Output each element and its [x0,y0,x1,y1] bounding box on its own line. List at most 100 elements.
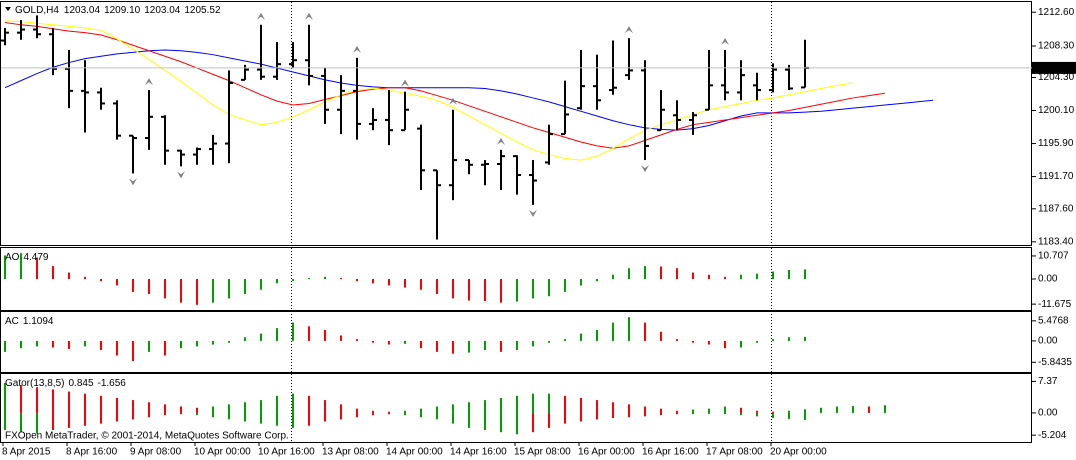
histogram-bar [772,271,774,279]
gator-bar [564,412,566,424]
gator-bar [772,411,774,413]
gator-bar [292,412,294,428]
histogram-bar [36,340,38,347]
y-tick-label: 1212.60 [1038,7,1075,18]
y-tick-label: -5.8435 [1038,357,1072,368]
gator-bar [660,408,662,413]
fractal-down [529,209,537,217]
x-tick-label: 10 Apr 00:00 [194,447,251,458]
x-tick-label: 14 Apr 00:00 [386,447,443,458]
ac-value: 1.1094 [23,316,54,327]
gator-bar [468,412,470,428]
histogram-bar [372,340,374,343]
gator-bar [84,412,86,426]
gator-bar [452,404,454,413]
histogram-bar [212,340,214,345]
histogram-bar [596,279,598,282]
histogram-bar [20,253,22,279]
histogram-bar [724,340,726,349]
histogram-bar [116,340,118,356]
gator-bar [692,412,694,415]
fractal-up [257,12,265,20]
gator-bar [788,412,790,419]
gator-bar [580,412,582,422]
gator-bar [532,393,534,413]
histogram-bar [276,328,278,341]
gator-bar [116,412,118,422]
gator-bar [724,406,726,413]
gator-bar [68,391,70,413]
ao-header: AO 4.479 [5,252,49,263]
histogram-bar [100,279,102,282]
gator-bar [740,412,742,416]
histogram-bar [548,279,550,297]
gator-bar [548,393,550,413]
histogram-bar [756,340,758,343]
symbol: GOLD,H4 [15,5,59,16]
current-price-label: 1205.52 [1036,63,1073,74]
y-tick-label: 1187.60 [1038,203,1074,214]
histogram-bar [436,279,438,295]
gator-bar [516,395,518,413]
gator-bar [4,412,6,431]
histogram-bar [516,340,518,351]
gator-bar [516,412,518,435]
gator-bar [212,406,214,413]
x-tick-label: 9 Apr 08:00 [130,447,182,458]
histogram-bar [564,339,566,341]
main-window [0,1,1032,246]
current-price-box [1032,61,1076,74]
histogram-bar [260,333,262,341]
histogram-bar [532,340,534,347]
ac-title: AC [5,316,19,327]
y-tick-label: 0.00 [1038,408,1058,419]
gator-bar [180,412,182,415]
gator-bar [884,405,886,413]
gator-bar [228,412,230,420]
x-tick-label: 10 Apr 16:00 [258,447,315,458]
fractal-down [641,165,649,173]
gator-bar [84,393,86,413]
histogram-bar [708,274,710,279]
histogram-bar [532,279,534,299]
histogram-bar [340,277,342,279]
y-tick-label: -5.204 [1038,430,1067,441]
histogram-bar [804,269,806,279]
x-tick-label: 15 Apr 08:00 [514,447,571,458]
fractal-up [145,78,153,86]
histogram-bar [756,273,758,279]
gator-bar [772,412,774,419]
gator-bar [756,412,758,417]
x-tick-label: 8 Apr 2015 [2,447,51,458]
histogram-bar [676,268,678,279]
gator-bar [100,395,102,413]
histogram-bar [228,279,230,299]
y-tick-label: 5.4768 [1038,316,1069,327]
histogram-bar [500,279,502,303]
histogram-bar [420,340,422,349]
y-tick-label: 0.00 [1038,274,1058,285]
fractal-down [177,171,185,179]
histogram-bar [372,279,374,284]
histogram-bar [692,272,694,279]
menu-triangle[interactable] [5,7,11,11]
histogram-bar [644,322,646,341]
histogram-bar [564,279,566,292]
histogram-bar [36,257,38,279]
gator-bar [372,410,374,413]
histogram-bar [500,340,502,352]
x-tick-label: 16 Apr 16:00 [642,447,699,458]
histogram-bar [148,279,150,295]
gator-bar [468,402,470,413]
alligator-line [4,49,934,131]
fractal-up [449,97,457,105]
gator-bar [836,406,838,413]
gator-bar [324,412,326,422]
gator-bar [404,412,406,416]
histogram-bar [484,340,486,351]
histogram-bar [468,279,470,301]
histogram-bar [612,322,614,341]
histogram-bar [244,279,246,295]
